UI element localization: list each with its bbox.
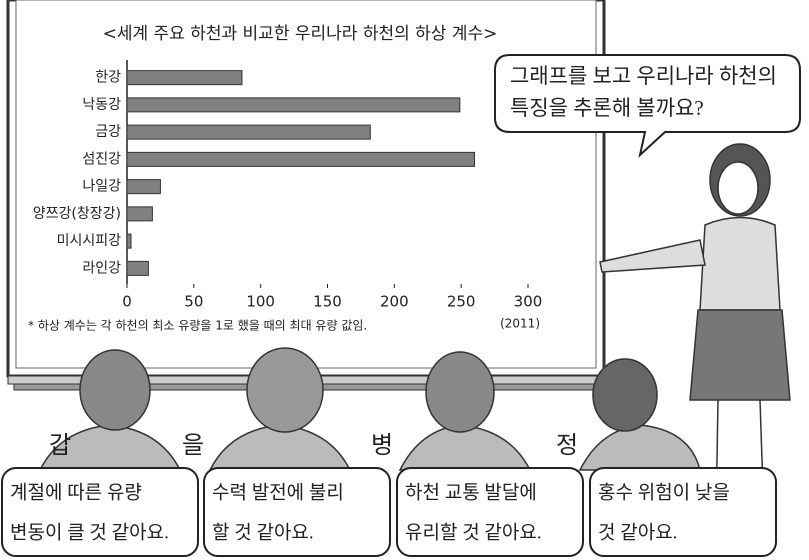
- x-tick-label: 0: [122, 293, 132, 311]
- chart: <세계 주요 하천과 비교한 우리나라 하천의 하상 계수> * 하상 계수는 …: [28, 24, 542, 333]
- bar: [126, 97, 461, 113]
- x-tick-label: 300: [514, 293, 543, 311]
- bar: [126, 179, 161, 195]
- bar: [126, 151, 476, 167]
- y-tick-label: 금강: [95, 124, 121, 140]
- bar: [126, 124, 371, 140]
- x-tick-label: 150: [313, 293, 342, 311]
- student-bubble-line: 수력 발전에 불리: [212, 481, 344, 503]
- y-tick-label: 라인강: [82, 260, 121, 276]
- teacher-arm: [599, 239, 706, 273]
- student-head: [246, 347, 324, 433]
- chart-note: * 하상 계수는 각 하천의 최소 유량을 1로 했을 때의 최대 유량 값임.: [28, 318, 367, 333]
- chart-title: <세계 주요 하천과 비교한 우리나라 하천의 하상 계수>: [103, 24, 498, 44]
- teacher-face: [717, 161, 759, 215]
- student-head: [425, 351, 495, 433]
- teacher-jacket: [699, 216, 781, 311]
- student-body: [578, 424, 701, 471]
- student-bubble: [1, 467, 199, 557]
- y-tick-label: 한강: [95, 70, 121, 86]
- students-figures: [38, 347, 701, 471]
- student-bubble: [203, 467, 391, 557]
- y-tick-label: 낙동강: [82, 97, 121, 113]
- student-bubble: [396, 467, 584, 557]
- bar: [126, 233, 132, 249]
- chart-year: (2011): [500, 317, 540, 331]
- x-tick-label: 50: [184, 293, 203, 311]
- teacher-bubble: [494, 54, 801, 158]
- x-tick-label: 200: [380, 293, 409, 311]
- bar: [126, 70, 243, 86]
- bar: [126, 206, 153, 222]
- teacher-bubble-line: 특징을 추론해 볼까요?: [510, 96, 704, 120]
- y-tick-label: 양쯔강(창장강): [33, 206, 121, 222]
- teacher-bubble-line: 그래프를 보고 우리나라 하천의: [510, 64, 777, 88]
- x-tick-label: 100: [246, 293, 275, 311]
- teacher-skirt: [689, 309, 791, 401]
- student-bubble-line: 하천 교통 발달에: [405, 481, 537, 503]
- teacher-figure: [599, 143, 791, 521]
- y-tick-label: 섬진강: [82, 151, 121, 167]
- bar: [126, 260, 149, 276]
- student-name: 갑: [49, 431, 71, 459]
- student-head: [592, 358, 658, 432]
- y-tick-label: 미시시피강: [57, 233, 122, 249]
- student-name: 을: [182, 431, 204, 459]
- student-bubble-line: 변동이 클 것 같아요.: [10, 521, 169, 543]
- student-head: [79, 349, 151, 431]
- student-bubble: [589, 467, 777, 557]
- student-name: 병: [371, 431, 393, 459]
- student-bubble-line: 홍수 위험이 낮을: [598, 481, 730, 503]
- student-bubble-line: 할 것 같아요.: [212, 521, 314, 543]
- student-bubble-line: 것 같아요.: [598, 521, 677, 543]
- student-bubble-line: 유리할 것 같아요.: [405, 521, 542, 543]
- x-tick-label: 250: [447, 293, 476, 311]
- y-tick-label: 나일강: [82, 179, 121, 195]
- student-name: 정: [556, 431, 578, 459]
- student-bubble-line: 계절에 따른 유량: [10, 481, 142, 503]
